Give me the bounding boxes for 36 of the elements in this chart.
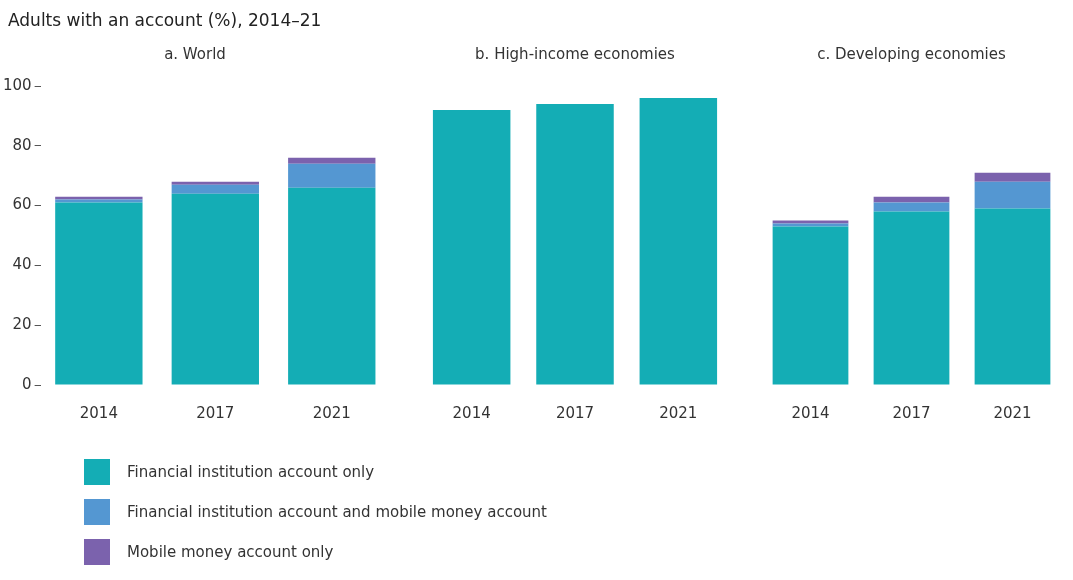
bar xyxy=(974,208,1051,385)
x-tick-label: 2017 xyxy=(555,403,595,422)
bar xyxy=(55,202,143,385)
x-tick-label: 2014 xyxy=(452,403,491,422)
bar xyxy=(288,157,376,164)
bar xyxy=(288,187,376,385)
legend-label: Mobile money account only xyxy=(127,543,334,561)
x-tick-label: 2017 xyxy=(892,403,931,422)
x-tick-label: 2014 xyxy=(791,403,830,422)
x-tick-label: 2017 xyxy=(196,403,235,422)
legend-label: Financial institution account only xyxy=(127,463,375,481)
y-tick-label: 100 xyxy=(2,75,32,94)
y-axis-title: Adults with an account (%), 2014–21 xyxy=(8,10,322,30)
x-tick-label: 2021 xyxy=(659,403,698,422)
bar xyxy=(873,211,950,385)
x-tick-label: 2021 xyxy=(312,403,351,422)
chart-title: a. World xyxy=(164,44,226,63)
bar xyxy=(873,202,950,212)
bar xyxy=(772,226,849,385)
y-tick-label: 20 xyxy=(12,315,32,334)
legend-label: Financial institution account and mobile money account xyxy=(127,503,547,521)
x-tick-label: 2014 xyxy=(79,403,118,422)
x-tick-label: 2021 xyxy=(993,403,1032,422)
y-tick-label: 80 xyxy=(12,135,32,154)
bar xyxy=(288,163,376,188)
bar xyxy=(171,181,259,185)
y-tick-label: 0 xyxy=(22,374,32,393)
bar xyxy=(974,181,1051,209)
bar xyxy=(171,184,259,194)
chart-title: c. Developing economies xyxy=(817,44,1007,63)
bar xyxy=(974,172,1051,182)
bar xyxy=(873,196,950,203)
bar xyxy=(171,193,259,385)
chart-title: b. High-income economies xyxy=(475,44,676,63)
y-tick-label: 60 xyxy=(12,195,32,214)
y-tick-label: 40 xyxy=(12,255,32,274)
